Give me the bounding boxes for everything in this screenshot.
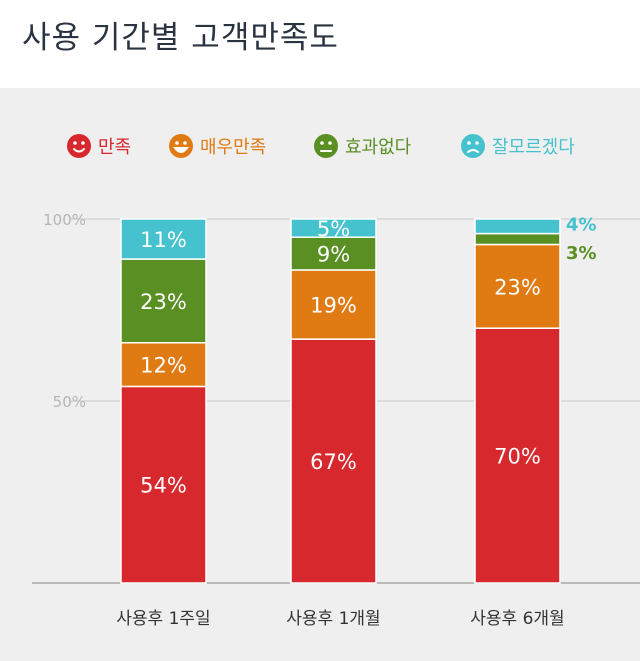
data-label-outside: 4% <box>566 214 597 235</box>
bar-segment-3-3 <box>474 232 561 246</box>
legend-label-1: 만족 <box>98 137 131 158</box>
bar-segment-2-1 <box>290 338 377 584</box>
data-label: 70% <box>494 445 541 469</box>
neutral-face-icon <box>314 134 338 158</box>
data-label: 9% <box>317 243 350 267</box>
data-label: 23% <box>494 275 541 299</box>
neutral-face-right-eye <box>328 141 332 145</box>
big-smile-face-mouth <box>172 147 190 153</box>
legend-label-2: 매우만족 <box>200 137 266 158</box>
x-category-label: 사용후 1개월 <box>286 609 380 629</box>
confused-face-icon <box>461 134 485 158</box>
bar-segment-1-3 <box>120 258 207 344</box>
bar-segment-3-4 <box>474 218 561 235</box>
big-smile-face-right-eye <box>183 141 187 145</box>
x-category-label: 사용후 1주일 <box>116 609 210 629</box>
data-label: 12% <box>140 354 187 378</box>
neutral-face-left-eye <box>320 141 324 145</box>
page-title: 사용 기간별 고객만족도 <box>22 20 339 56</box>
confused-face-right-eye <box>475 141 479 145</box>
bar-segment-1-4 <box>120 218 207 260</box>
data-label: 23% <box>140 290 187 314</box>
data-label: 67% <box>310 450 357 474</box>
data-label: 5% <box>317 217 350 241</box>
x-category-label: 사용후 6개월 <box>470 609 564 629</box>
data-label: 19% <box>310 294 357 318</box>
big-smile-face-icon <box>169 134 193 158</box>
y-tick-label: 50% <box>53 393 86 411</box>
smile-face-mouth <box>73 148 85 153</box>
confused-face-mouth <box>467 149 479 153</box>
bar-segment-1-1 <box>120 385 207 584</box>
y-tick-label: 100% <box>43 211 86 229</box>
data-label-outside: 3% <box>566 243 597 264</box>
data-label: 54% <box>140 474 187 498</box>
smile-face-icon <box>67 134 91 158</box>
big-smile-face-left-eye <box>175 141 179 145</box>
bar-segment-2-2 <box>290 269 377 340</box>
smile-face-right-eye <box>81 141 85 145</box>
smile-face-left-eye <box>73 141 77 145</box>
confused-face-left-eye <box>467 141 471 145</box>
data-label: 11% <box>140 228 187 252</box>
bar-segment-2-4 <box>290 218 377 238</box>
legend-label-4: 잘모르겠다 <box>492 137 575 158</box>
legend-label-3: 효과없다 <box>345 137 412 158</box>
bar-segment-3-1 <box>474 327 561 584</box>
